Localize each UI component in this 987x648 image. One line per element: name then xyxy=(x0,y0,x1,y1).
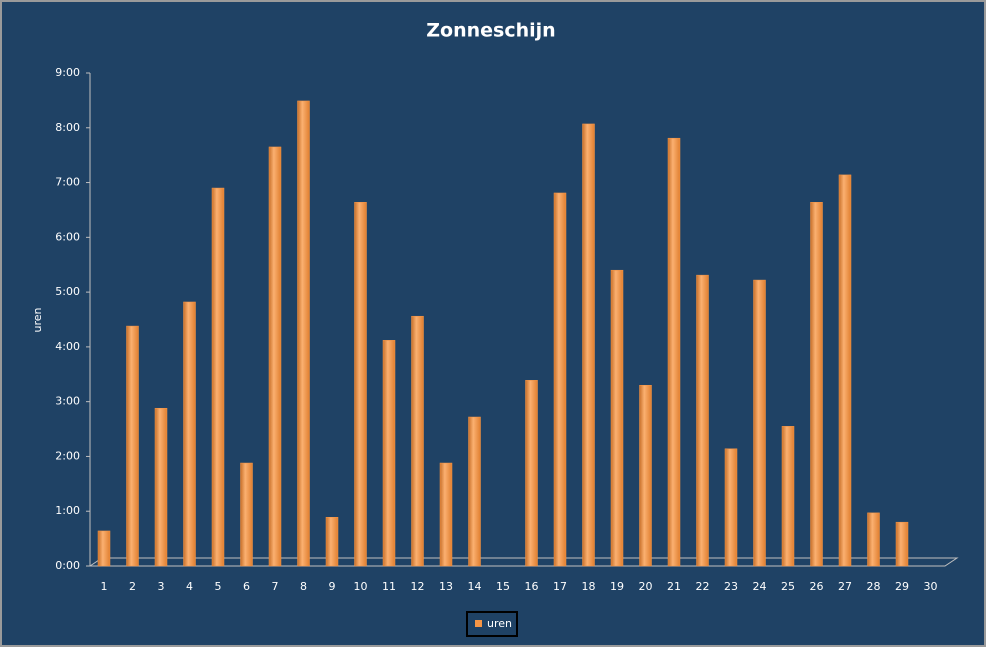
bar xyxy=(183,301,196,567)
x-tick-label: 27 xyxy=(838,580,852,593)
x-tick-label: 25 xyxy=(781,580,795,593)
x-tick-label: 16 xyxy=(525,580,539,593)
x-tick-label: 18 xyxy=(582,580,596,593)
x-tick-label: 9 xyxy=(329,580,336,593)
bar xyxy=(97,530,111,567)
x-tick-label: 13 xyxy=(439,580,453,593)
legend-swatch xyxy=(475,620,482,627)
y-tick-label: 3:00 xyxy=(55,395,80,408)
y-axis-title: uren xyxy=(31,307,44,332)
bar xyxy=(724,448,738,567)
bar xyxy=(639,384,652,567)
x-tick-label: 22 xyxy=(696,580,710,593)
y-tick-label: 7:00 xyxy=(55,176,80,189)
x-tick-label: 28 xyxy=(867,580,881,593)
bar xyxy=(610,269,624,567)
x-tick-label: 23 xyxy=(724,580,738,593)
x-tick-label: 29 xyxy=(895,580,909,593)
bar xyxy=(154,407,168,567)
y-tick-label: 4:00 xyxy=(55,340,80,353)
x-tick-label: 1 xyxy=(101,580,108,593)
x-tick-label: 11 xyxy=(382,580,396,593)
y-tick-label: 0:00 xyxy=(55,559,80,572)
bar xyxy=(781,426,795,567)
bar xyxy=(838,174,852,567)
x-tick-label: 10 xyxy=(354,580,368,593)
bar xyxy=(354,202,367,567)
chart-title: Zonneschijn xyxy=(426,20,555,42)
x-tick-label: 17 xyxy=(553,580,567,593)
x-tick-label: 4 xyxy=(186,580,193,593)
x-tick-label: 5 xyxy=(215,580,222,593)
x-tick-label: 3 xyxy=(158,580,165,593)
x-tick-label: 8 xyxy=(300,580,307,593)
bar xyxy=(211,187,225,567)
bar xyxy=(553,192,567,567)
bar xyxy=(753,279,766,567)
bar xyxy=(895,521,909,567)
bar xyxy=(411,315,424,567)
x-tick-label: 30 xyxy=(924,580,938,593)
y-tick-label: 8:00 xyxy=(55,121,80,134)
y-tick-label: 6:00 xyxy=(55,230,80,243)
bar xyxy=(439,462,453,567)
x-tick-label: 2 xyxy=(129,580,136,593)
bar xyxy=(382,340,396,567)
x-tick-label: 24 xyxy=(753,580,767,593)
x-tick-label: 20 xyxy=(639,580,653,593)
bar xyxy=(867,512,880,567)
bar xyxy=(297,100,310,567)
x-tick-label: 7 xyxy=(272,580,279,593)
y-tick-label: 2:00 xyxy=(55,449,80,462)
bar xyxy=(696,274,709,567)
x-tick-label: 26 xyxy=(810,580,824,593)
bar xyxy=(325,516,339,567)
bar xyxy=(525,380,538,567)
y-tick-label: 9:00 xyxy=(55,66,80,79)
x-tick-label: 21 xyxy=(667,580,681,593)
x-tick-label: 19 xyxy=(610,580,624,593)
legend-box xyxy=(466,611,518,637)
bar xyxy=(268,146,282,567)
legend-label: uren xyxy=(487,617,512,630)
x-tick-label: 6 xyxy=(243,580,250,593)
x-tick-label: 14 xyxy=(468,580,482,593)
x-tick-label: 15 xyxy=(496,580,510,593)
bar xyxy=(582,123,595,567)
y-tick-label: 5:00 xyxy=(55,285,80,298)
bar xyxy=(468,416,481,567)
legend: uren xyxy=(466,611,518,637)
x-tick-label: 12 xyxy=(411,580,425,593)
bar xyxy=(240,462,253,567)
bar xyxy=(810,202,823,567)
bar xyxy=(667,137,681,567)
y-tick-label: 1:00 xyxy=(55,504,80,517)
bar xyxy=(126,325,139,567)
